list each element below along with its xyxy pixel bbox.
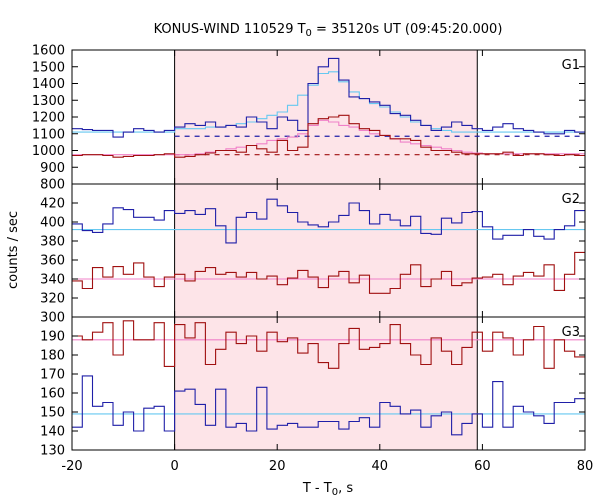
series-blue-series-g1 — [72, 57, 585, 138]
series-red-series-g2 — [72, 251, 585, 294]
y-tick-label: 130 — [40, 444, 65, 459]
y-tick-label: 300 — [40, 311, 65, 326]
y-tick-label: 400 — [40, 216, 65, 231]
y-tick-label: 320 — [40, 292, 65, 307]
y-tick-label: 150 — [40, 406, 65, 421]
x-tick-label: 20 — [269, 459, 286, 474]
y-tick-label: 160 — [40, 387, 65, 402]
panel-label-g3: G3 — [562, 325, 580, 340]
series-red-series-g3 — [72, 320, 585, 369]
series-blue-series-g3 — [72, 375, 585, 436]
y-tick-label: 800 — [40, 178, 65, 193]
panel-g2: 300 320 340 360 380 400 420 G2 — [40, 183, 586, 326]
x-axis-label: T - T0, s — [302, 481, 353, 498]
y-axis-label: counts / sec — [6, 211, 21, 289]
panel-g3: 130 140 150 160 170 180 190 G3 — [40, 316, 586, 459]
panel-label-g1: G1 — [562, 58, 580, 73]
y-tick-label: 1000 — [32, 144, 65, 159]
y-tick-label: 1600 — [32, 44, 65, 59]
y-tick-label: 180 — [40, 349, 65, 364]
y-tick-label: 1500 — [32, 60, 65, 75]
y-tick-label: 900 — [40, 161, 65, 176]
chart-title: KONUS-WIND 110529 T0 = 35120s UT (09:45:… — [154, 22, 503, 39]
panel-label-g2: G2 — [562, 192, 580, 207]
x-tick-label: 60 — [474, 459, 491, 474]
y-tick-label: 1400 — [32, 77, 65, 92]
y-tick-label: 1100 — [32, 127, 65, 142]
y-tick-label: 1300 — [32, 94, 65, 109]
series-red-fit-g1 — [72, 119, 585, 156]
x-tick-label: 80 — [577, 459, 594, 474]
y-tick-label: 190 — [40, 330, 65, 345]
x-tick-label: 0 — [170, 459, 178, 474]
y-tick-label: 170 — [40, 368, 65, 383]
y-tick-label: 420 — [40, 197, 65, 212]
series-blue-fit-g1 — [72, 71, 585, 133]
series-red-series-g1 — [72, 114, 585, 158]
plot-layer: 8009001000110012001300140015001600G13003… — [32, 44, 593, 475]
y-tick-label: 140 — [40, 425, 65, 440]
highlight-interval — [174, 50, 478, 450]
y-tick-label: 340 — [40, 273, 65, 288]
y-tick-label: 360 — [40, 254, 65, 269]
x-tick-label: -20 — [61, 459, 82, 474]
y-tick-label: 380 — [40, 235, 65, 250]
panel-frame — [71, 316, 586, 451]
series-blue-series-g2 — [72, 198, 585, 244]
x-tick-label: 40 — [372, 459, 389, 474]
y-tick-label: 1200 — [32, 111, 65, 126]
